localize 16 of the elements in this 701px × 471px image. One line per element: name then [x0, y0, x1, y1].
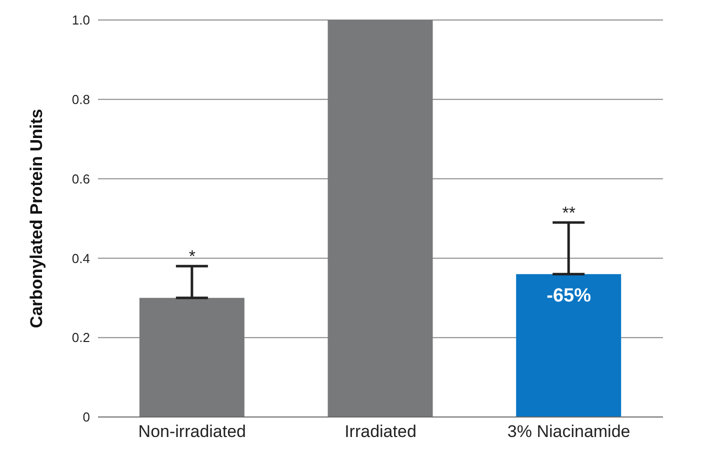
y-tick-label: 0: [82, 410, 90, 425]
y-tick-label: 0.4: [72, 250, 90, 266]
annotation: **: [562, 203, 576, 222]
x-tick-label: Irradiated: [344, 422, 416, 442]
y-tick-label: 0.2: [72, 330, 90, 346]
y-axis-title: Carbonylated Protein Units: [27, 108, 46, 328]
annotation: *: [188, 247, 196, 266]
bar: [139, 298, 244, 417]
y-tick-label: 0.6: [72, 171, 90, 186]
bar: [516, 274, 622, 417]
y-tick-label: 0.8: [72, 92, 90, 108]
bar: [328, 20, 433, 417]
x-tick-label: Non-irradiated: [138, 422, 246, 442]
annotation: -65%: [546, 286, 592, 307]
x-tick-label: 3% Niacinamide: [507, 422, 630, 442]
y-tick-label: 1.0: [72, 12, 90, 28]
